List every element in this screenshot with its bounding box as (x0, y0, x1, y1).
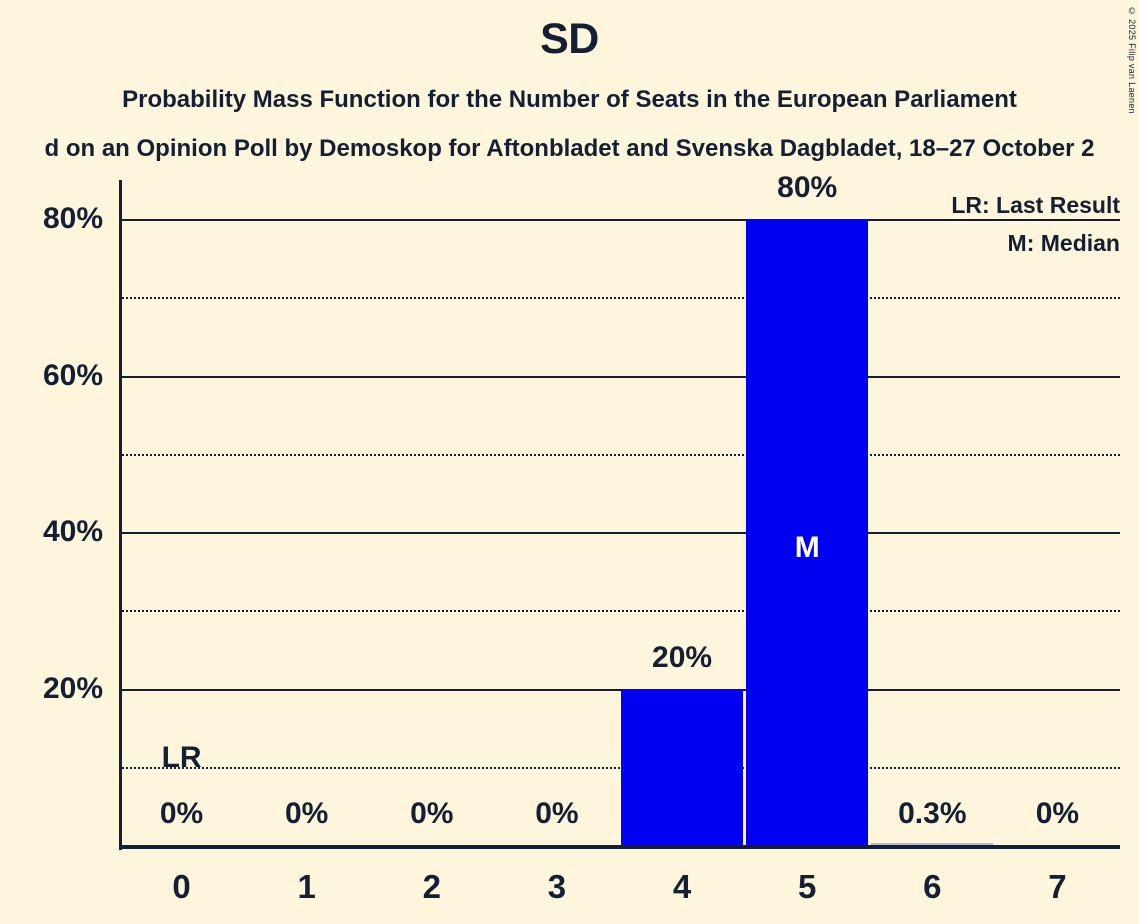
y-axis-tick-label: 40% (42, 515, 103, 549)
gridline-minor (119, 297, 1120, 300)
gridline-major (119, 532, 1120, 535)
gridline-major (119, 688, 1120, 691)
legend-item-median: M: Median (1007, 230, 1120, 256)
bar-value-label: 0.3% (898, 797, 967, 830)
y-axis-tick-label: 20% (42, 671, 103, 705)
x-axis-tick-label: 2 (422, 868, 441, 905)
bar-value-label: 0% (285, 797, 329, 830)
plot-area (119, 180, 1120, 847)
bar-value-label: 80% (777, 171, 838, 205)
y-axis-tick-label: 60% (42, 358, 103, 392)
x-axis-tick-label: 1 (297, 868, 316, 905)
gridline-minor (119, 610, 1120, 613)
y-axis-tick-label: 80% (42, 202, 103, 236)
legend-item-last-result: LR: Last Result (951, 192, 1120, 218)
bar-value-label: 0% (410, 797, 454, 830)
x-axis-tick-label: 6 (923, 868, 942, 905)
x-axis-tick-label: 3 (547, 868, 567, 905)
bar-value-label: 0% (159, 797, 204, 830)
median-marker: M (794, 531, 820, 564)
copyright-notice: © 2025 Filip van Laenen (1127, 6, 1137, 114)
gridline-minor (119, 453, 1120, 456)
chart-source-line: d on an Opinion Poll by Demoskop for Aft… (44, 135, 1095, 162)
page-title: SD (540, 15, 599, 63)
bar (871, 842, 994, 845)
x-axis-tick-label: 0 (172, 868, 191, 905)
bar-value-label: 0% (535, 797, 579, 830)
chart-legend: LR: Last Result M: Median (951, 186, 1120, 262)
bar-value-label: 20% (652, 640, 713, 674)
x-axis-tick-label: 5 (798, 868, 817, 905)
bar (621, 688, 744, 845)
bar (746, 219, 869, 845)
bar-value-label: 0% (1035, 797, 1080, 830)
y-axis-labels: 20% 40% 60% 80% (0, 180, 112, 850)
gridline-minor (119, 766, 1120, 769)
chart-subtitle: Probability Mass Function for the Number… (122, 86, 1017, 113)
x-axis-tick-label: 4 (672, 868, 692, 905)
y-axis-line (119, 180, 122, 850)
gridline-major (119, 375, 1120, 378)
x-axis-tick-label: 7 (1048, 868, 1067, 905)
gridline-major (119, 219, 1120, 222)
x-axis-line (119, 845, 1120, 849)
last-result-marker: LR (161, 741, 202, 774)
